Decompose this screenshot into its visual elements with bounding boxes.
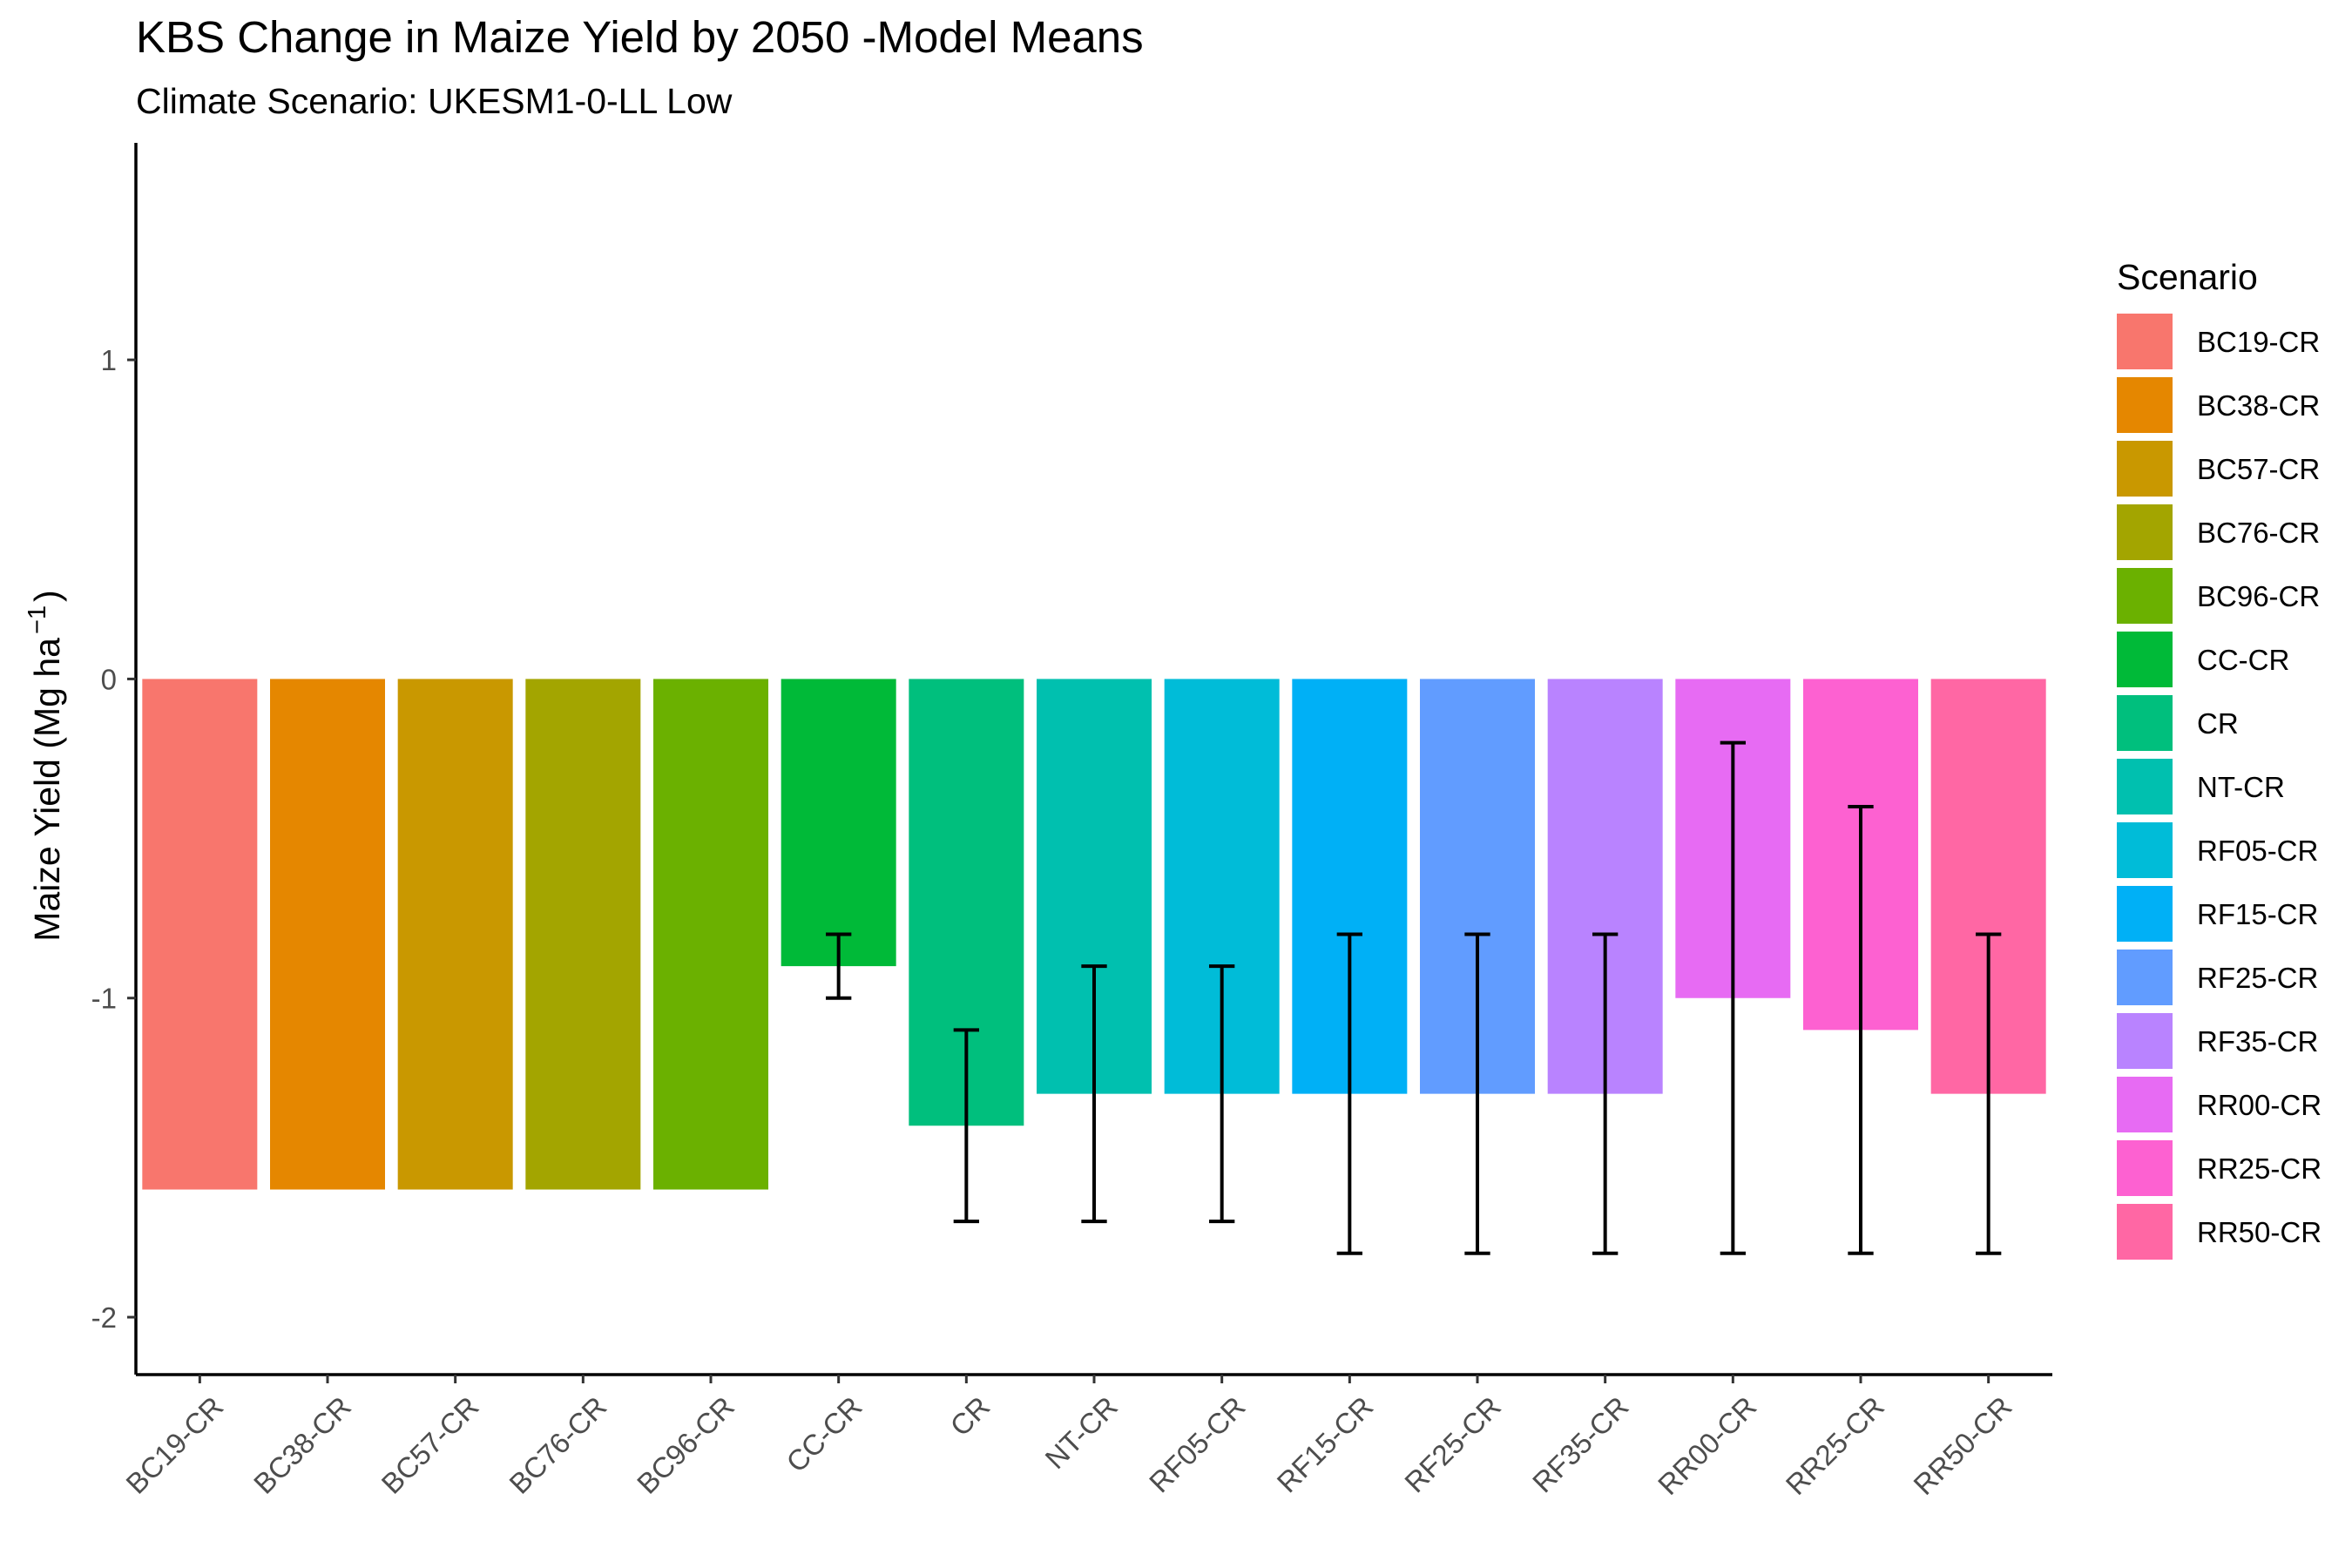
legend-item-cr: CR <box>2117 695 2239 751</box>
legend-key <box>2117 950 2173 1005</box>
legend-label: BC38-CR <box>2197 389 2320 422</box>
legend-label: RF05-CR <box>2197 835 2318 867</box>
y-axis-title: Maize Yield (Mg ha −1) <box>24 590 67 941</box>
y-tick-label: 1 <box>101 344 117 376</box>
legend-item-rf15-cr: RF15-CR <box>2117 886 2318 942</box>
legend-label: CC-CR <box>2197 644 2289 676</box>
x-tick-label: BC57-CR <box>375 1390 485 1500</box>
x-tick-label: RF25-CR <box>1398 1390 1507 1499</box>
legend-key <box>2117 632 2173 687</box>
legend-label: NT-CR <box>2197 771 2285 803</box>
legend-label: BC96-CR <box>2197 580 2320 612</box>
legend-key <box>2117 441 2173 497</box>
x-tick-label: RF35-CR <box>1526 1390 1635 1499</box>
legend-label: RR50-CR <box>2197 1216 2322 1248</box>
error-bar-rr25-cr <box>1848 804 1874 1255</box>
legend-key <box>2117 886 2173 942</box>
legend: Scenario BC19-CR BC38-CR BC57-CR BC76-CR BC96… <box>2117 257 2322 1260</box>
x-tick-label: RR50-CR <box>1907 1390 2017 1501</box>
x-tick-label: RF15-CR <box>1271 1390 1380 1499</box>
bar-bc19-cr <box>142 679 258 1190</box>
y-axis-title-close: ) <box>27 590 67 602</box>
chart-title: KBS Change in Maize Yield by 2050 -Model… <box>136 12 1144 62</box>
legend-key <box>2117 1204 2173 1260</box>
legend-key <box>2117 568 2173 624</box>
x-tick-label: CC-CR <box>780 1390 868 1478</box>
x-tick-label: BC76-CR <box>503 1390 612 1500</box>
legend-key <box>2117 1013 2173 1069</box>
legend-item-rf25-cr: RF25-CR <box>2117 950 2318 1005</box>
error-bar-rf35-cr <box>1592 932 1619 1255</box>
legend-key <box>2117 1077 2173 1132</box>
legend-key <box>2117 1140 2173 1196</box>
legend-key <box>2117 822 2173 878</box>
legend-title: Scenario <box>2117 257 2258 297</box>
x-tick-label: RF05-CR <box>1143 1390 1252 1499</box>
legend-item-rr00-cr: RR00-CR <box>2117 1077 2322 1132</box>
y-axis-title-main: Maize Yield (Mg ha <box>27 638 67 942</box>
legend-key <box>2117 695 2173 751</box>
bar-bc76-cr <box>525 679 641 1190</box>
chart-subtitle: Climate Scenario: UKESM1-0-LL Low <box>136 81 733 121</box>
legend-item-nt-cr: NT-CR <box>2117 759 2285 814</box>
legend-label: BC19-CR <box>2197 326 2320 358</box>
legend-label: RF15-CR <box>2197 898 2318 930</box>
legend-item-cc-cr: CC-CR <box>2117 632 2289 687</box>
plot-area: 1 0 -1 -2 BC19-CR BC38-CR BC57-CR BC76-CR BC96-C… <box>24 143 2052 1501</box>
x-tick-label: RR25-CR <box>1780 1390 1890 1501</box>
legend-item-rr25-cr: RR25-CR <box>2117 1140 2322 1196</box>
legend-label: RF35-CR <box>2197 1025 2318 1058</box>
legend-label: CR <box>2197 707 2239 740</box>
y-tick-label: -1 <box>91 983 117 1015</box>
legend-item-bc76-cr: BC76-CR <box>2117 504 2320 560</box>
legend-item-bc57-cr: BC57-CR <box>2117 441 2320 497</box>
legend-item-rf35-cr: RF35-CR <box>2117 1013 2318 1069</box>
error-bar-rf05-cr <box>1209 964 1235 1224</box>
x-tick-label: BC96-CR <box>631 1390 740 1500</box>
legend-item-bc96-cr: BC96-CR <box>2117 568 2320 624</box>
y-tick-label: -2 <box>91 1301 117 1334</box>
error-bar-rr50-cr <box>1976 932 2002 1255</box>
x-tick-label: NT-CR <box>1038 1390 1123 1475</box>
legend-item-bc38-cr: BC38-CR <box>2117 377 2320 433</box>
error-bar-rf15-cr <box>1336 932 1362 1255</box>
bar-bc96-cr <box>653 679 768 1190</box>
bar-bc38-cr <box>270 679 385 1190</box>
legend-key <box>2117 314 2173 369</box>
x-tick-label: BC38-CR <box>247 1390 357 1500</box>
x-tick-label: CR <box>943 1390 996 1443</box>
bar-cc-cr <box>781 679 896 967</box>
legend-key <box>2117 504 2173 560</box>
legend-item-rr50-cr: RR50-CR <box>2117 1204 2322 1260</box>
legend-label: BC76-CR <box>2197 517 2320 549</box>
error-bar-cc-cr <box>826 932 852 1000</box>
bar-bc57-cr <box>397 679 513 1190</box>
y-tick-label: 0 <box>101 663 117 695</box>
legend-label: RF25-CR <box>2197 962 2318 994</box>
legend-item-bc19-cr: BC19-CR <box>2117 314 2320 369</box>
error-bar-rr00-cr <box>1720 740 1746 1255</box>
legend-item-rf05-cr: RF05-CR <box>2117 822 2318 878</box>
y-axis-title-superscript: −1 <box>24 605 51 634</box>
legend-key <box>2117 759 2173 814</box>
error-bar-nt-cr <box>1081 964 1107 1224</box>
error-bar-rf25-cr <box>1464 932 1490 1255</box>
legend-key <box>2117 377 2173 433</box>
x-tick-label: BC19-CR <box>119 1390 229 1500</box>
x-tick-label: RR00-CR <box>1652 1390 1762 1501</box>
legend-label: BC57-CR <box>2197 453 2320 485</box>
legend-label: RR00-CR <box>2197 1089 2322 1121</box>
error-bar-cr <box>953 1028 979 1224</box>
legend-label: RR25-CR <box>2197 1152 2322 1185</box>
